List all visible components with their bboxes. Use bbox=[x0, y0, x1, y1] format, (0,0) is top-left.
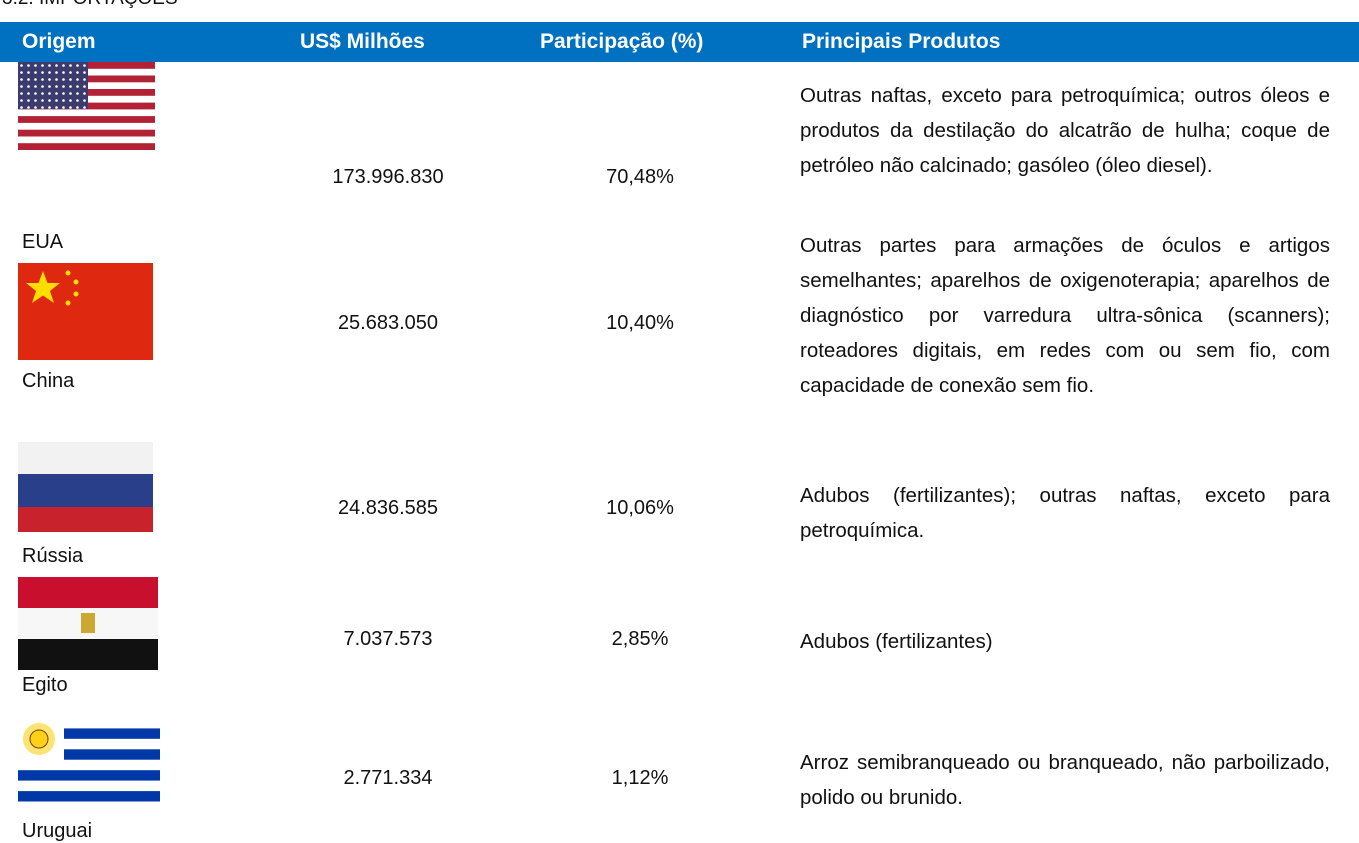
country-name: EUA bbox=[22, 231, 64, 253]
value-cell: 2.771.334 bbox=[343, 767, 433, 789]
header-cell: Origem bbox=[22, 30, 96, 53]
share-cell: 1,12% bbox=[611, 767, 669, 789]
products-cell: Adubos (fertilizantes); outras naftas, e… bbox=[800, 484, 1330, 542]
flag-egypt bbox=[18, 577, 158, 670]
header-cell: Principais Produtos bbox=[802, 30, 1001, 53]
share-cell: 2,85% bbox=[611, 628, 669, 650]
products-cell: Adubos (fertilizantes) bbox=[800, 630, 993, 653]
products-cell: Outras naftas, exceto para petroquímica;… bbox=[800, 84, 1330, 177]
share-cell: 70,48% bbox=[606, 166, 674, 188]
flag-uruguay bbox=[18, 718, 160, 812]
value-cell: 25.683.050 bbox=[337, 312, 439, 334]
value-cell: 24.836.585 bbox=[337, 497, 439, 519]
share-cell: 10,06% bbox=[606, 497, 674, 519]
flag-china bbox=[18, 263, 153, 360]
products-cell: Arroz semibranqueado ou branqueado, não … bbox=[800, 751, 1330, 809]
products-cell: Outras partes para armações de óculos e … bbox=[800, 234, 1330, 397]
flag-usa bbox=[18, 62, 155, 150]
share-cell: 10,40% bbox=[606, 312, 674, 334]
country-name: Uruguai bbox=[22, 820, 93, 842]
value-cell: 7.037.573 bbox=[343, 628, 433, 650]
country-name: Egito bbox=[22, 674, 68, 696]
section-title: 3.2. IMPORTAÇÕES bbox=[2, 0, 178, 10]
header-bar bbox=[0, 22, 1359, 62]
country-name: Rússia bbox=[22, 545, 84, 567]
country-name: China bbox=[22, 370, 75, 392]
header-cell: US$ Milhões bbox=[300, 30, 425, 53]
value-cell: 173.996.830 bbox=[332, 166, 444, 188]
flag-russia bbox=[18, 442, 153, 532]
header-cell: Participação (%) bbox=[540, 30, 704, 53]
